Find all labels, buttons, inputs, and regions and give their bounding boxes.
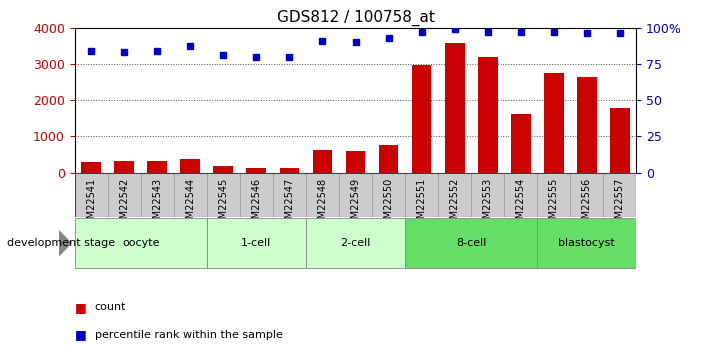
Text: GSM22543: GSM22543 — [152, 178, 162, 231]
Bar — [240, 172, 273, 217]
Text: GSM22550: GSM22550 — [383, 178, 394, 231]
Text: GSM22549: GSM22549 — [351, 178, 360, 231]
Bar — [538, 218, 636, 268]
Bar — [510, 114, 530, 172]
Bar — [147, 160, 167, 172]
Text: development stage: development stage — [7, 238, 115, 248]
Bar — [471, 172, 504, 217]
Text: GSM22551: GSM22551 — [417, 178, 427, 231]
Bar — [213, 166, 233, 172]
Bar — [114, 161, 134, 172]
Bar — [346, 151, 365, 172]
Bar — [372, 172, 405, 217]
Bar — [279, 168, 299, 172]
Bar — [577, 77, 597, 172]
Bar — [405, 218, 538, 268]
Text: GSM22544: GSM22544 — [186, 178, 196, 231]
Text: GSM22546: GSM22546 — [252, 178, 262, 231]
Text: GSM22556: GSM22556 — [582, 178, 592, 231]
Text: GSM22542: GSM22542 — [119, 178, 129, 231]
Title: GDS812 / 100758_at: GDS812 / 100758_at — [277, 10, 434, 26]
Bar — [306, 172, 339, 217]
Bar — [207, 172, 240, 217]
Bar — [538, 172, 570, 217]
Bar — [444, 43, 464, 172]
Text: GSM22541: GSM22541 — [86, 178, 96, 231]
Text: ■: ■ — [75, 328, 87, 341]
Bar — [412, 65, 432, 172]
Bar — [339, 172, 372, 217]
Bar — [141, 172, 173, 217]
Text: 1-cell: 1-cell — [241, 238, 272, 248]
Bar — [438, 172, 471, 217]
Bar — [306, 218, 405, 268]
Text: GSM22555: GSM22555 — [549, 178, 559, 231]
Text: blastocyst: blastocyst — [558, 238, 615, 248]
Text: GSM22554: GSM22554 — [515, 178, 525, 231]
Bar — [313, 150, 332, 172]
Text: count: count — [95, 302, 126, 312]
Bar — [478, 57, 498, 172]
Text: GSM22552: GSM22552 — [449, 178, 459, 231]
Bar — [181, 159, 201, 172]
Bar — [504, 172, 538, 217]
Bar — [604, 172, 636, 217]
Bar — [405, 172, 438, 217]
Text: 2-cell: 2-cell — [341, 238, 370, 248]
Bar — [379, 145, 398, 172]
Bar — [207, 218, 306, 268]
Text: ■: ■ — [75, 300, 87, 314]
Text: percentile rank within the sample: percentile rank within the sample — [95, 330, 282, 339]
Text: GSM22548: GSM22548 — [317, 178, 328, 231]
Bar — [610, 108, 630, 172]
Bar — [273, 172, 306, 217]
Bar — [570, 172, 604, 217]
Text: GSM22553: GSM22553 — [483, 178, 493, 231]
Bar — [81, 161, 101, 172]
Bar — [75, 172, 107, 217]
Text: GSM22557: GSM22557 — [615, 178, 625, 231]
Text: 8-cell: 8-cell — [456, 238, 486, 248]
Text: oocyte: oocyte — [122, 238, 159, 248]
Bar — [173, 172, 207, 217]
Bar — [247, 168, 267, 172]
Text: GSM22545: GSM22545 — [218, 178, 228, 231]
Text: GSM22547: GSM22547 — [284, 178, 294, 231]
Bar — [75, 218, 207, 268]
Polygon shape — [59, 230, 72, 257]
Bar — [544, 73, 564, 172]
Bar — [107, 172, 141, 217]
